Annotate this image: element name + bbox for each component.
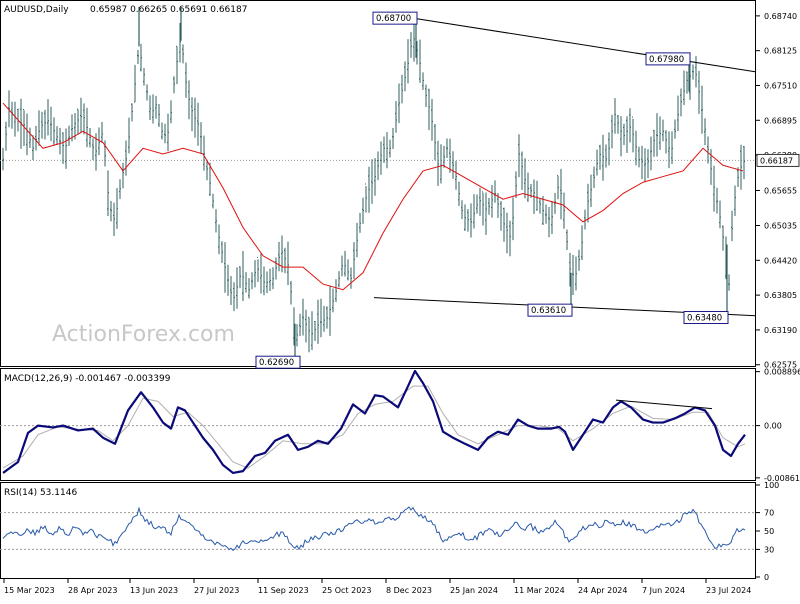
price-level-box (255, 355, 301, 369)
watermark: ActionForex.com (52, 322, 235, 347)
price-tick-label: 0.68125 (764, 47, 797, 56)
rsi-tick-label: 70 (764, 509, 774, 518)
price-tick-label: 0.63190 (764, 326, 797, 335)
price-trendlines (373, 17, 757, 317)
date-tick-label: 7 Jun 2024 (642, 586, 685, 595)
date-tick-label: 11 Sep 2023 (258, 586, 309, 595)
macd-trendline (615, 399, 713, 410)
price-level-box (683, 311, 729, 325)
price-bars (2, 6, 745, 359)
date-tick-label: 25 Jan 2024 (450, 586, 498, 595)
price-tick-label: 0.67510 (764, 81, 797, 90)
price-tick-label: 0.66895 (764, 116, 797, 125)
macd-line (2, 369, 746, 475)
price-level-label: 0.67980 (649, 55, 684, 65)
date-tick-label: 24 Apr 2024 (578, 586, 627, 595)
rsi-indicator: 100 70 50 30 0 (0, 481, 779, 582)
price-level-label: 0.63480 (687, 314, 722, 324)
rsi-tick-label: 0 (764, 573, 769, 582)
rsi-tick-label: 50 (764, 527, 774, 536)
date-tick-label: 11 Mar 2024 (514, 586, 565, 595)
date-axis: 15 Mar 2023 28 Apr 2023 13 Jun 2023 27 Jul … (3, 579, 751, 595)
date-tick-label: 23 Jul 2024 (706, 586, 751, 595)
last-price-label: 0.66187 (760, 156, 793, 165)
last-price-box (756, 153, 800, 167)
symbol-label: AUDUSD,Daily (4, 5, 69, 15)
price-tick-label: 0.68740 (764, 12, 797, 21)
moving-average (2, 102, 744, 291)
rsi-title: RSI(14) 53.1146 (4, 488, 77, 498)
price-level-box (645, 52, 691, 66)
date-tick-label: 28 Apr 2023 (68, 586, 117, 595)
price-level-box (527, 303, 573, 317)
rsi-line (2, 506, 746, 551)
price-level-labels: 0.68700 0.67980 0.63610 0.63480 0.62690 (255, 11, 729, 369)
macd-panel-frame (0, 368, 756, 481)
macd-tick-label: 0.008896 (764, 368, 800, 377)
date-tick-label: 27 Jul 2023 (194, 586, 239, 595)
date-tick-label: 25 Oct 2023 (322, 586, 371, 595)
price-axis: 0.687400.681250.675100.668950.662800.656… (756, 12, 800, 370)
moving-average-line (2, 102, 744, 291)
macd-tick-label: -0.008612 (764, 474, 800, 483)
date-tick-label: 8 Dec 2023 (386, 586, 432, 595)
price-tick-label: 0.63805 (764, 291, 797, 300)
date-tick-label: 15 Mar 2023 (4, 586, 55, 595)
price-level-label: 0.63610 (531, 306, 566, 316)
price-level-label: 0.68700 (376, 14, 411, 24)
price-panel-frame (0, 0, 756, 367)
price-level-label: 0.62690 (259, 358, 294, 368)
price-tick-label: 0.65655 (764, 186, 797, 195)
macd-title: MACD(12,26,9) -0.001467 -0.003399 (4, 374, 171, 384)
price-tick-label: 0.62575 (764, 361, 797, 370)
macd-tick-label: 0.00 (764, 422, 782, 431)
price-tick-label: 0.64420 (764, 256, 797, 265)
price-trendline (412, 17, 757, 73)
price-tick-label: 0.65035 (764, 222, 797, 231)
rsi-panel-frame (0, 482, 756, 579)
date-tick-label: 13 Jun 2023 (130, 586, 178, 595)
ohlc-readout: 0.65987 0.66265 0.65691 0.66187 (90, 5, 247, 15)
price-level-box (372, 11, 418, 25)
rsi-tick-label: 30 (764, 545, 774, 554)
macd-indicator: 0.008896 0.00 -0.008612 (0, 368, 800, 483)
rsi-tick-label: 100 (764, 481, 779, 490)
